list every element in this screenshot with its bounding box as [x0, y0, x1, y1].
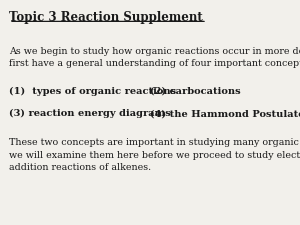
Text: Topic 3 Reaction Supplement: Topic 3 Reaction Supplement [9, 11, 203, 24]
Text: (2) carbocations: (2) carbocations [150, 87, 241, 96]
Text: As we begin to study how organic reactions occur in more detail, we must
first h: As we begin to study how organic reactio… [9, 47, 300, 68]
Text: (1)  types of organic reactions: (1) types of organic reactions [9, 87, 176, 96]
Text: (4) the Hammond Postulate: (4) the Hammond Postulate [150, 109, 300, 118]
Text: These two concepts are important in studying many organic reactions so
we will e: These two concepts are important in stud… [9, 138, 300, 172]
Text: (3) reaction energy diagrams: (3) reaction energy diagrams [9, 109, 171, 118]
